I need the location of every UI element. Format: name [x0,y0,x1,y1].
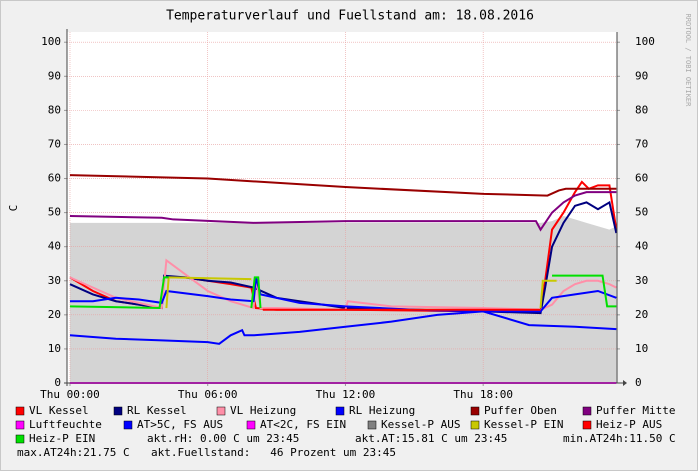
comment: max.AT24h:21.75 C [17,446,130,459]
legend-label: Heiz-P EIN [29,432,95,445]
series-line [69,174,617,197]
y-tick-label: 80 [48,103,61,116]
legend-swatch [470,406,480,416]
legend-label: AT>5C, FS AUS [137,418,223,431]
legend-swatch [15,420,25,430]
comment: akt.rH: 0.00 C um 23:45 [147,432,299,445]
x-tick-label: Thu 12:00 [316,388,376,401]
legend-label: Kessel-P AUS [381,418,460,431]
y2-tick-label: 20 [635,308,648,321]
legend-swatch [15,406,25,416]
comment: akt.AT:15.81 C um 23:45 [355,432,507,445]
legend-label: Puffer Oben [484,404,557,417]
y-tick-label: 100 [41,35,61,48]
legend-swatch [246,420,256,430]
legend-label: Kessel-P EIN [484,418,563,431]
legend-swatch [582,420,592,430]
y-axis-label: C [7,205,20,212]
y2-tick-label: 30 [635,274,648,287]
y2-tick-label: 40 [635,240,648,253]
comment: min.AT24h:11.50 C [563,432,676,445]
legend-label: RL Heizung [349,404,415,417]
y-tick-label: 30 [48,274,61,287]
legend-swatch [335,406,345,416]
y-tick-label: 90 [48,69,61,82]
y2-tick-label: 70 [635,137,648,150]
y-tick-label: 60 [48,172,61,185]
legend-swatch [123,420,133,430]
x-tick-label: Thu 00:00 [40,388,100,401]
y-tick-label: 10 [48,342,61,355]
y-tick-label: 20 [48,308,61,321]
legend-swatch [216,406,226,416]
y-tick-label: 70 [48,137,61,150]
y2-tick-label: 50 [635,206,648,219]
y2-tick-label: 10 [635,342,648,355]
legend-label: Luftfeuchte [29,418,102,431]
legend-swatch [367,420,377,430]
y-tick-label: 50 [48,206,61,219]
legend-swatch [582,406,592,416]
y2-tick-label: 80 [635,103,648,116]
area [69,216,617,383]
legend-swatch [470,420,480,430]
legend-label: RL Kessel [127,404,187,417]
chart-title: Temperaturverlauf und Fuellstand am: 18.… [166,9,534,24]
y-tick-label: 0 [54,376,61,389]
legend-label: Heiz-P AUS [596,418,662,431]
watermark: RRDTOOL / TOBI OETIKER [684,14,692,108]
legend-label: VL Kessel [29,404,89,417]
legend-label: AT<2C, FS EIN [260,418,346,431]
y2-tick-label: 100 [635,35,655,48]
y2-tick-label: 90 [635,69,648,82]
legend-label: VL Heizung [230,404,296,417]
legend-label: Puffer Mitte [596,404,675,417]
series-line [69,274,617,310]
y-tick-label: 40 [48,240,61,253]
x-axis-arrow [623,380,627,386]
x-tick-label: Thu 18:00 [453,388,513,401]
legend-swatch [15,434,25,444]
legend-swatch [113,406,123,416]
y2-tick-label: 60 [635,172,648,185]
comment: akt.Fuellstand: 46 Prozent um 23:45 [151,446,396,459]
series-line [69,310,617,345]
x-tick-label: Thu 06:00 [178,388,238,401]
y2-tick-label: 0 [635,376,642,389]
series-line [69,191,617,232]
